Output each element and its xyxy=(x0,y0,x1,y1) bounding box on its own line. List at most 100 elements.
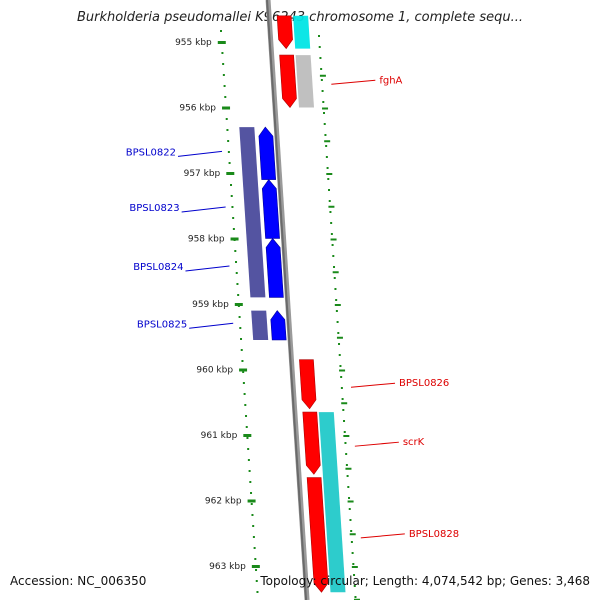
ruler-dot-left xyxy=(235,261,238,263)
ruler-minor-tick xyxy=(347,500,354,503)
ruler-dot-left xyxy=(237,294,240,296)
ruler-dot-right xyxy=(335,299,338,301)
ruler-minor-tick xyxy=(322,107,329,110)
ruler-dot-left xyxy=(236,283,239,285)
ruler-dots xyxy=(220,30,360,600)
ruler-dot-left xyxy=(251,514,254,516)
ruler-major-tick xyxy=(222,106,231,110)
ruler-dot-right xyxy=(326,167,329,169)
cds-track-forward xyxy=(293,15,311,49)
ruler-dot-right xyxy=(333,266,336,268)
gene-arrow-BPSL0823 xyxy=(261,179,280,239)
ruler-major-tick xyxy=(251,565,260,568)
ruler-dot-right xyxy=(340,376,343,378)
ruler-dot-left xyxy=(220,30,222,32)
ruler-minor-tick xyxy=(351,566,358,568)
ruler-ticks: 955 kbp 956 kbp 957 kbp 958 kbp 959 kbp 960 k… xyxy=(175,38,260,572)
ruler-dot-right xyxy=(323,112,326,114)
ruler-dot-left xyxy=(228,162,231,164)
gene-label-leader xyxy=(350,382,396,388)
ruler-dot-left xyxy=(238,316,241,318)
ruler-dot-right xyxy=(345,453,348,455)
ruler-dot-right xyxy=(345,464,348,466)
gene-label-leader xyxy=(360,533,405,539)
ruler-dot-left xyxy=(243,393,246,395)
ruler-major-tick xyxy=(247,499,256,503)
gene-arrow-unnamed xyxy=(276,15,293,50)
gene-arrow-BPSL0825 xyxy=(270,310,287,341)
ruler-major-tick xyxy=(234,303,243,306)
ruler-tick-label: 960 kbp xyxy=(196,366,233,376)
ruler-dot-right xyxy=(335,310,338,312)
ruler-dot-left xyxy=(225,118,228,120)
ruler-dot-left xyxy=(223,85,226,87)
ruler-minor-tick xyxy=(336,336,343,339)
ruler-dot-right xyxy=(318,35,320,37)
ruler-dot-right xyxy=(339,365,342,367)
ruler-dot-right xyxy=(329,211,332,213)
ruler-dot-left xyxy=(230,195,233,197)
accession-text: Accession: NC_006350 xyxy=(10,574,147,588)
ruler-minor-tick xyxy=(328,205,335,208)
ruler-dot-left xyxy=(241,360,244,362)
ruler-dot-right xyxy=(340,387,343,389)
ruler-major-tick xyxy=(243,434,252,437)
gene-label-leader xyxy=(189,322,234,329)
ruler-dot-left xyxy=(224,96,227,98)
ruler-dot-right xyxy=(321,90,324,92)
ruler-dot-left xyxy=(250,503,253,505)
ruler-tick-label: 956 kbp xyxy=(179,104,216,114)
ruler-dot-right xyxy=(320,68,323,70)
ruler-dot-left xyxy=(253,547,256,549)
ruler-dot-right xyxy=(325,145,328,147)
gene-label-scrK: scrK xyxy=(403,437,425,448)
ruler-dot-left xyxy=(242,371,245,373)
ruler-dot-right xyxy=(318,46,321,48)
ruler-major-tick xyxy=(239,368,248,372)
gene-label-leader xyxy=(331,79,376,85)
ruler-dot-left xyxy=(249,481,252,483)
gene-label-BPSL0828: BPSL0828 xyxy=(409,529,459,540)
ruler-dot-right xyxy=(332,255,335,257)
ruler-dot-right xyxy=(330,233,333,235)
ruler-dot-right xyxy=(324,134,327,136)
ruler-dot-right xyxy=(352,563,355,565)
gene-label-BPSL0825: BPSL0825 xyxy=(137,319,187,330)
gene-label-leader xyxy=(354,441,399,447)
gene-arrow-BPSL0824 xyxy=(265,238,284,298)
ruler-dot-right xyxy=(348,508,351,510)
ruler-dot-left xyxy=(234,250,237,252)
gene-arrow-BPSL0828 xyxy=(306,477,329,593)
ruler-dot-right xyxy=(336,321,339,323)
ruler-dot-left xyxy=(232,217,235,219)
ruler-dot-right xyxy=(325,156,328,158)
ruler-dot-right xyxy=(343,420,346,422)
gene-label-BPSL0824: BPSL0824 xyxy=(133,262,183,273)
ruler-dot-left xyxy=(231,206,234,208)
ruler-dot-right xyxy=(347,486,350,488)
ruler-dot-left xyxy=(240,338,243,340)
ruler-tick-label: 963 kbp xyxy=(209,562,246,572)
ruler-minor-tick xyxy=(334,304,341,306)
backbone-line-shadow xyxy=(266,0,308,600)
ruler-dot-right xyxy=(348,497,351,499)
ruler-dot-left xyxy=(242,382,245,384)
ruler-dot-left xyxy=(255,580,258,582)
ruler-dot-left xyxy=(246,437,249,439)
ruler-dot-right xyxy=(350,541,353,543)
genome-summary-text: Topology: circular; Length: 4,074,542 bp… xyxy=(260,574,590,588)
ruler-tick-label: 961 kbp xyxy=(201,431,238,441)
gene-arrow-fghA xyxy=(279,54,297,108)
ruler-dot-left xyxy=(245,415,248,417)
ruler-minor-tick xyxy=(319,74,326,77)
ruler-dot-right xyxy=(334,288,337,290)
ruler-dot-right xyxy=(328,200,331,202)
gene-label-fghA: fghA xyxy=(379,75,402,86)
ruler-minor-tick xyxy=(349,533,356,536)
gene-features xyxy=(258,15,329,593)
ruler-dot-right xyxy=(319,57,322,59)
ruler-dot-left xyxy=(254,558,257,560)
ruler-dot-left xyxy=(244,404,247,406)
